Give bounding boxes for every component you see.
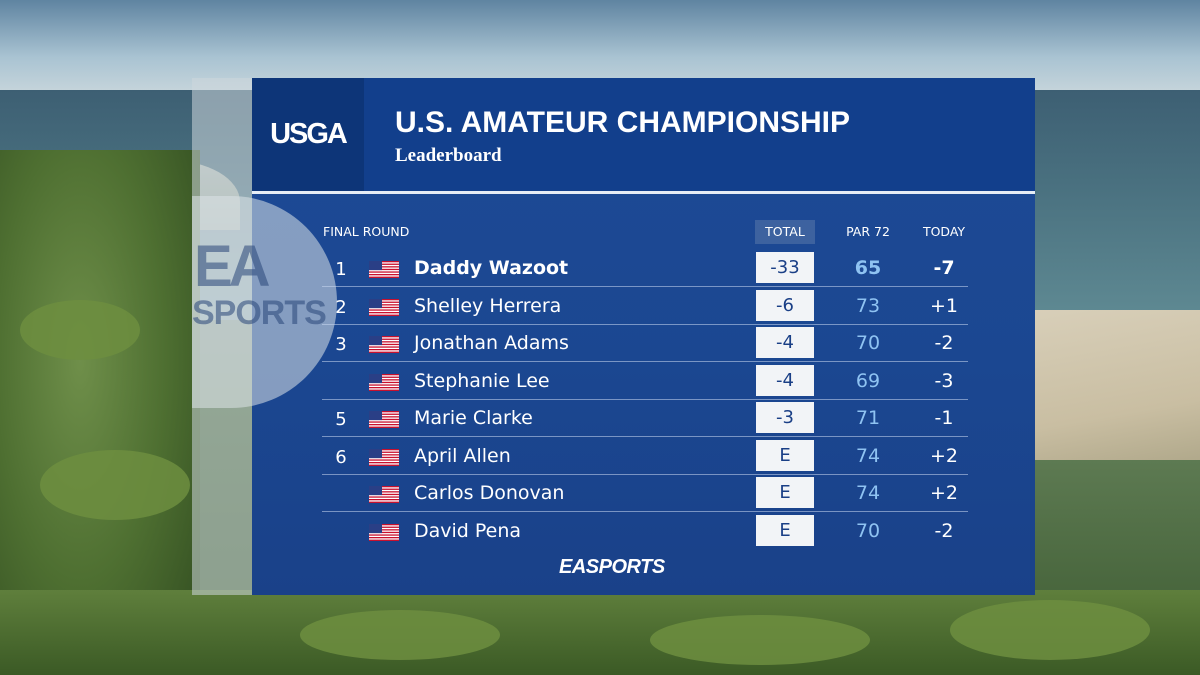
leaderboard-subtitle: Leaderboard — [395, 145, 502, 166]
today-score: -3 — [934, 369, 954, 392]
column-header-today: TODAY — [922, 224, 966, 239]
us-flag-icon — [369, 486, 399, 503]
us-flag-icon — [369, 298, 399, 316]
player-name: Shelley Herrera — [414, 294, 562, 317]
round-score: 74 — [855, 482, 881, 504]
column-header-par: PAR 72 — [846, 224, 890, 239]
row-divider — [322, 436, 968, 437]
player-position: 5 — [335, 409, 347, 430]
foliage-frond — [300, 610, 500, 660]
round-score: 65 — [854, 257, 882, 279]
round-score: 70 — [855, 332, 881, 354]
watermark-sports-text: SPORTS — [192, 294, 327, 332]
foliage-frond — [650, 615, 870, 665]
round-score: 73 — [855, 294, 881, 317]
row-divider — [322, 323, 968, 325]
beach-right-background — [1030, 310, 1200, 480]
total-score-box: -6 — [756, 289, 814, 321]
row-divider — [322, 473, 968, 475]
today-score: -1 — [934, 407, 954, 429]
round-score: 74 — [855, 444, 881, 467]
player-name: April Allen — [414, 444, 511, 467]
column-header-total-bg — [755, 220, 815, 244]
total-score-box: E — [756, 439, 814, 471]
row-divider — [322, 361, 968, 362]
ea-sports-watermark-logo: EA SPORTS — [192, 234, 327, 332]
total-score-box: -3 — [756, 402, 814, 433]
championship-title: U.S. AMATEUR CHAMPIONSHIP — [395, 106, 851, 139]
usga-logo: USGA — [252, 78, 364, 191]
row-divider — [322, 511, 968, 512]
round-score: 70 — [855, 519, 881, 542]
leaderboard-panel: USGA U.S. AMATEUR CHAMPIONSHIP Leaderboa… — [192, 78, 1035, 595]
total-score-box: E — [756, 477, 814, 508]
us-flag-icon — [369, 336, 399, 353]
player-name: Carlos Donovan — [414, 482, 565, 504]
row-divider — [322, 286, 968, 287]
round-score: 71 — [855, 407, 881, 429]
today-score: +2 — [929, 444, 958, 467]
total-score-box: -4 — [756, 327, 814, 358]
column-header-round: FINAL ROUND — [323, 224, 410, 239]
foliage-frond — [950, 600, 1150, 660]
usga-logo-text: USGA — [270, 118, 348, 150]
today-score: +1 — [929, 294, 958, 317]
today-score: +2 — [929, 482, 958, 504]
table-row: David Pena E 70 -2 — [322, 513, 968, 550]
player-name: David Pena — [414, 519, 522, 542]
player-name: Jonathan Adams — [414, 332, 569, 354]
player-position: 1 — [335, 259, 347, 280]
table-row: Carlos Donovan E 74 +2 — [322, 475, 968, 512]
us-flag-icon — [369, 373, 399, 391]
us-flag-icon — [369, 261, 399, 278]
watermark-ea-text: EA — [194, 234, 271, 299]
total-score-box: E — [756, 514, 814, 546]
player-position: 3 — [335, 334, 347, 355]
us-flag-icon — [369, 411, 399, 428]
us-flag-icon — [369, 448, 399, 466]
today-score: -7 — [933, 257, 955, 279]
us-flag-icon — [369, 523, 399, 541]
total-score-box: -4 — [756, 364, 814, 396]
table-row: 2 Shelley Herrera -6 73 +1 — [322, 288, 968, 325]
player-position: 6 — [335, 446, 347, 468]
foliage-left-background — [0, 150, 200, 675]
table-row: 5 Marie Clarke -3 71 -1 — [322, 400, 968, 437]
player-name: Daddy Wazoot — [414, 257, 569, 279]
foliage-frond — [20, 300, 140, 360]
foliage-frond — [40, 450, 190, 520]
today-score: -2 — [934, 519, 954, 542]
total-score-box: -33 — [756, 252, 814, 283]
player-name: Stephanie Lee — [414, 369, 550, 392]
header-divider — [252, 191, 1035, 194]
ea-sports-footer-logo: EASPORTS — [559, 556, 665, 578]
panel-header — [252, 78, 1035, 191]
table-row: Stephanie Lee -4 69 -3 — [322, 363, 968, 400]
column-header-total: TOTAL — [765, 224, 805, 239]
today-score: -2 — [934, 332, 954, 354]
table-row: 3 Jonathan Adams -4 70 -2 — [322, 325, 968, 362]
player-name: Marie Clarke — [414, 407, 533, 429]
table-row: 6 April Allen E 74 +2 — [322, 438, 968, 475]
round-score: 69 — [855, 369, 881, 392]
player-position: 2 — [335, 296, 347, 318]
table-row: 1 Daddy Wazoot -33 65 -7 — [322, 250, 968, 287]
row-divider — [322, 398, 968, 400]
